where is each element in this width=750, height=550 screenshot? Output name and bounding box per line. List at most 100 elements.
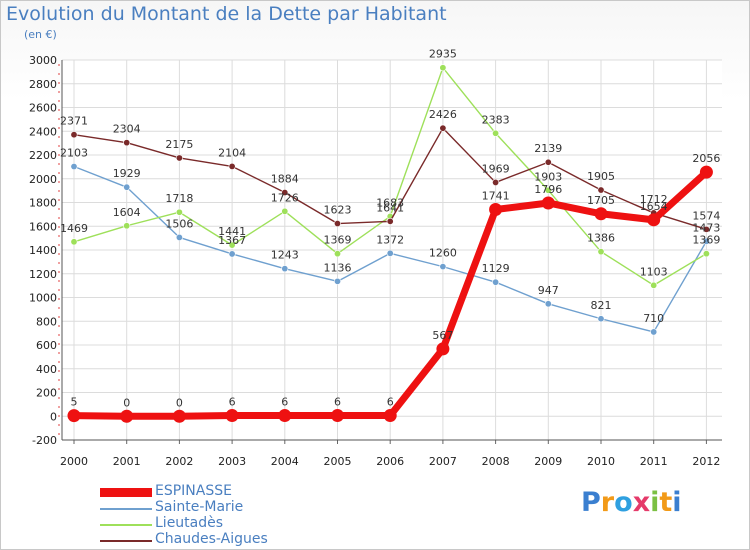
legend-swatch (100, 508, 152, 510)
data-point (439, 263, 447, 271)
data-point (70, 238, 78, 246)
legend-label: Lieutadès (155, 515, 224, 531)
data-label: 1243 (271, 249, 299, 262)
data-point (647, 213, 661, 227)
y-tick-label: 800 (36, 315, 57, 328)
logo-letter: i (650, 487, 660, 518)
x-tick-label: 2012 (692, 455, 720, 468)
data-point (333, 250, 341, 258)
legend-swatch (100, 488, 152, 497)
x-tick-label: 2005 (324, 455, 352, 468)
legend-label: ESPINASSE (155, 483, 232, 499)
data-label: 5 (71, 396, 78, 409)
data-label: 1705 (587, 194, 615, 207)
y-tick-label: 0 (50, 410, 57, 423)
proxiti-logo: Proxiti (581, 487, 682, 518)
data-point (333, 220, 341, 228)
x-tick-label: 2010 (587, 455, 615, 468)
y-tick-label: 2600 (29, 102, 57, 115)
x-tick-label: 2002 (165, 455, 193, 468)
data-point (544, 300, 552, 308)
y-tick-label: 200 (36, 387, 57, 400)
data-label: 1136 (324, 261, 352, 274)
x-tick-label: 2008 (482, 455, 510, 468)
data-label: 6 (387, 396, 394, 409)
legend-swatch (100, 540, 152, 542)
data-point (175, 208, 183, 216)
data-point (386, 249, 394, 257)
x-tick-label: 2000 (60, 455, 88, 468)
data-label: 1718 (165, 192, 193, 205)
data-point (436, 342, 450, 356)
data-label: 1369 (324, 234, 352, 247)
data-label: 1884 (271, 173, 299, 186)
data-label: 1129 (482, 262, 510, 275)
y-tick-label: -200 (32, 434, 57, 447)
data-point (650, 281, 658, 289)
data-label: 2426 (429, 108, 457, 121)
data-label: 1469 (60, 222, 88, 235)
logo-letter: x (632, 487, 651, 518)
data-label: 1929 (113, 167, 141, 180)
data-point (702, 237, 710, 245)
chart-title: Evolution du Montant de la Dette par Hab… (6, 3, 447, 25)
x-tick-label: 2006 (376, 455, 404, 468)
data-point (597, 186, 605, 194)
data-point (541, 196, 555, 210)
data-point (699, 165, 713, 179)
data-point (228, 250, 236, 258)
data-label: 6 (334, 396, 341, 409)
data-label: 1386 (587, 232, 615, 245)
data-point (383, 409, 397, 423)
data-label: 1367 (218, 234, 246, 247)
logo-letter: P (581, 487, 601, 518)
data-label: 1103 (640, 265, 668, 278)
logo-letter: o (614, 487, 633, 518)
data-label: 1712 (640, 193, 668, 206)
data-label: 2056 (692, 152, 720, 165)
data-point (492, 178, 500, 186)
data-label: 1969 (482, 162, 510, 175)
data-point (172, 409, 186, 423)
data-label: 710 (643, 312, 664, 325)
data-point (123, 183, 131, 191)
x-tick-label: 2011 (640, 455, 668, 468)
logo-letter: r (600, 487, 615, 518)
data-point (333, 277, 341, 285)
y-tick-label: 2800 (29, 78, 57, 91)
data-label: 1369 (692, 234, 720, 247)
y-tick-label: 2400 (29, 125, 57, 138)
data-label: 1260 (429, 247, 457, 260)
legend-label: Sainte-Marie (155, 499, 244, 515)
data-label: 1903 (534, 170, 562, 183)
logo-letter: i (672, 487, 682, 518)
data-label: 2103 (60, 147, 88, 160)
data-label: 1905 (587, 170, 615, 183)
data-label: 2139 (534, 142, 562, 155)
data-label: 1372 (376, 233, 404, 246)
data-label: 0 (176, 396, 183, 409)
y-tick-label: 3000 (29, 54, 57, 67)
data-label: 2383 (482, 113, 510, 126)
x-tick-label: 2007 (429, 455, 457, 468)
data-point (175, 233, 183, 241)
data-point (67, 409, 81, 423)
data-point (70, 131, 78, 139)
data-label: 1473 (692, 221, 720, 234)
logo-letter: t (659, 487, 673, 518)
data-point (70, 163, 78, 171)
data-point (597, 248, 605, 256)
data-point (278, 409, 292, 423)
x-tick-label: 2004 (271, 455, 299, 468)
data-label: 1574 (692, 209, 720, 222)
data-point (225, 409, 239, 423)
data-point (281, 207, 289, 215)
data-label: 1441 (218, 225, 246, 238)
legend-label: Chaudes-Aigues (155, 531, 268, 547)
data-label: 6 (281, 396, 288, 409)
data-label: 2304 (113, 123, 141, 136)
data-point (702, 225, 710, 233)
data-label: 1654 (640, 200, 668, 213)
data-label: 1741 (482, 190, 510, 203)
